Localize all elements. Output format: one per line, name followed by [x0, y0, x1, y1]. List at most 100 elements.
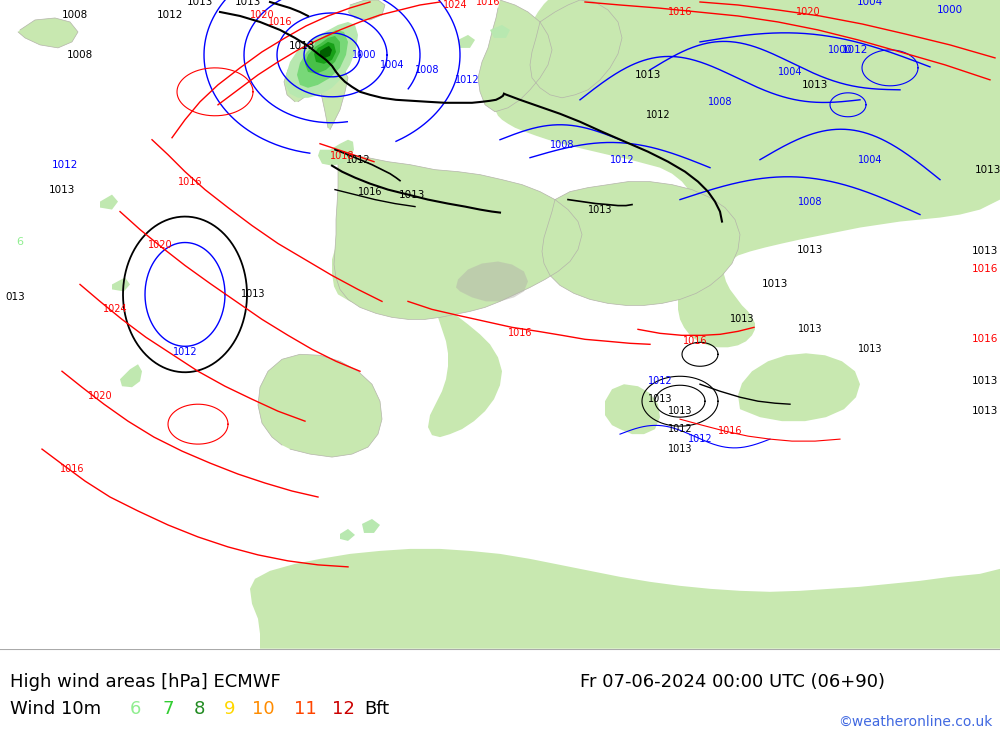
Text: 1012: 1012	[157, 10, 183, 20]
Text: 1012: 1012	[455, 75, 479, 85]
Text: ©weatheronline.co.uk: ©weatheronline.co.uk	[838, 715, 992, 729]
Text: 11: 11	[294, 700, 317, 718]
Text: 1024: 1024	[443, 0, 467, 10]
Text: 1008: 1008	[708, 97, 732, 107]
Polygon shape	[542, 182, 740, 306]
Text: 1013: 1013	[668, 444, 692, 454]
Text: 1016: 1016	[683, 336, 707, 346]
Text: 1016: 1016	[178, 177, 202, 187]
Text: 6: 6	[130, 700, 141, 718]
Text: 1008: 1008	[415, 65, 439, 75]
Text: 1016: 1016	[972, 334, 998, 345]
Text: 1013: 1013	[588, 205, 612, 215]
Text: 1013: 1013	[975, 165, 1000, 174]
Text: 1020: 1020	[88, 391, 112, 401]
Text: 1013: 1013	[399, 190, 425, 199]
Text: 1013: 1013	[635, 70, 661, 80]
Polygon shape	[305, 36, 340, 74]
Text: 1013: 1013	[668, 406, 692, 416]
Text: 1004: 1004	[858, 155, 882, 165]
Text: 1012: 1012	[173, 347, 197, 357]
Text: 1004: 1004	[778, 67, 802, 77]
Polygon shape	[286, 22, 358, 97]
Text: 013: 013	[5, 292, 25, 303]
Text: 1012: 1012	[648, 376, 672, 386]
Text: 1004: 1004	[380, 60, 404, 70]
Text: 9: 9	[224, 700, 236, 718]
Text: 1000: 1000	[828, 45, 852, 55]
Text: 1016: 1016	[60, 464, 84, 474]
Text: 1013: 1013	[187, 0, 213, 7]
Text: 1013: 1013	[802, 80, 828, 90]
Text: 10: 10	[252, 700, 275, 718]
Text: 1012: 1012	[842, 45, 868, 55]
Text: 1013: 1013	[648, 394, 672, 404]
Text: 1024: 1024	[103, 304, 127, 314]
Text: 1013: 1013	[241, 290, 265, 299]
Polygon shape	[456, 262, 528, 301]
Text: 1000: 1000	[352, 50, 376, 60]
Text: 1013: 1013	[730, 314, 754, 325]
Text: 1016: 1016	[358, 187, 382, 196]
Text: 1020: 1020	[250, 10, 274, 20]
Polygon shape	[100, 194, 118, 210]
Text: Fr 07-06-2024 00:00 UTC (06+90): Fr 07-06-2024 00:00 UTC (06+90)	[580, 673, 885, 690]
Polygon shape	[530, 0, 622, 97]
Polygon shape	[284, 64, 312, 102]
Polygon shape	[738, 353, 860, 421]
Polygon shape	[315, 50, 348, 130]
Text: 1013: 1013	[858, 345, 882, 354]
Polygon shape	[348, 0, 385, 20]
Text: 1013: 1013	[972, 376, 998, 386]
Text: 1013: 1013	[762, 279, 788, 290]
Text: 1013: 1013	[972, 246, 998, 257]
Text: 1013: 1013	[972, 406, 998, 416]
Polygon shape	[340, 529, 355, 541]
Text: 1020: 1020	[148, 240, 172, 249]
Text: 1004: 1004	[857, 0, 883, 7]
Text: 1012: 1012	[52, 160, 78, 169]
Polygon shape	[332, 227, 445, 314]
Text: 1016: 1016	[268, 17, 292, 27]
Text: 1012: 1012	[688, 434, 712, 444]
Text: 1012: 1012	[646, 110, 670, 119]
Text: 1018: 1018	[330, 151, 354, 161]
Text: 1013: 1013	[798, 324, 822, 334]
Text: 1013: 1013	[289, 41, 315, 51]
Polygon shape	[490, 25, 510, 38]
Text: 1000: 1000	[937, 5, 963, 15]
Text: Bft: Bft	[364, 700, 389, 718]
Polygon shape	[258, 354, 382, 457]
Text: 8: 8	[194, 700, 205, 718]
Polygon shape	[18, 18, 78, 48]
Polygon shape	[320, 46, 332, 58]
Polygon shape	[458, 35, 475, 48]
Text: 12: 12	[332, 700, 355, 718]
Text: 1008: 1008	[550, 140, 574, 150]
Polygon shape	[297, 30, 348, 88]
Polygon shape	[428, 314, 502, 437]
Text: High wind areas [hPa] ECMWF: High wind areas [hPa] ECMWF	[10, 673, 281, 690]
Polygon shape	[505, 88, 525, 110]
Text: 1012: 1012	[668, 424, 692, 434]
Text: 1016: 1016	[476, 0, 500, 7]
Text: 1012: 1012	[346, 155, 370, 165]
Text: 1020: 1020	[796, 7, 820, 17]
Text: 6: 6	[16, 237, 24, 246]
Text: 1016: 1016	[668, 7, 692, 17]
Text: Wind 10m: Wind 10m	[10, 700, 101, 718]
Polygon shape	[250, 549, 1000, 649]
Polygon shape	[478, 0, 552, 111]
Text: 1008: 1008	[62, 10, 88, 20]
Text: 1013: 1013	[235, 0, 261, 7]
Polygon shape	[112, 278, 130, 292]
Text: 1008: 1008	[798, 196, 822, 207]
Polygon shape	[318, 140, 354, 166]
Text: 1016: 1016	[718, 426, 742, 436]
Polygon shape	[334, 150, 582, 320]
Text: 1013: 1013	[797, 245, 823, 254]
Text: 1008: 1008	[67, 50, 93, 60]
Polygon shape	[314, 42, 336, 64]
Text: 1016: 1016	[508, 328, 532, 339]
Polygon shape	[605, 384, 660, 434]
